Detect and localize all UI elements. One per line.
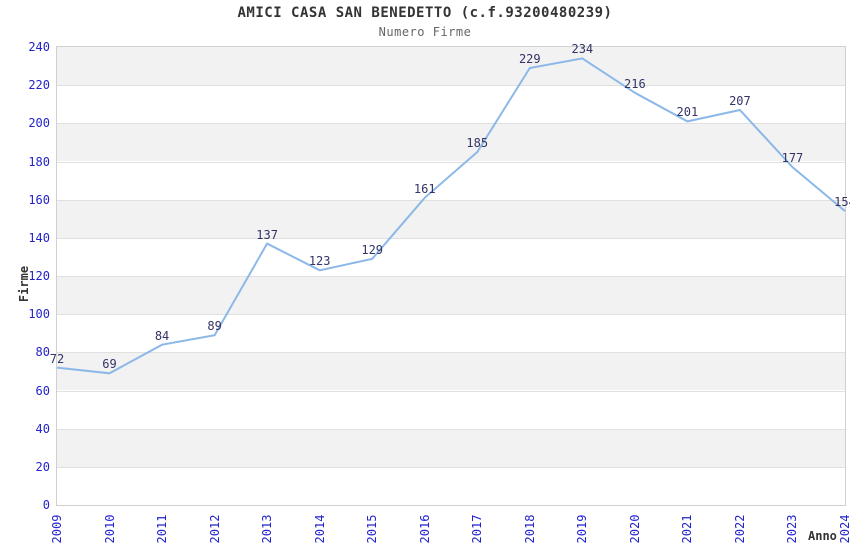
grid-band (57, 199, 845, 238)
x-tick-label: 2021 (680, 514, 695, 544)
x-tick-label: 2010 (102, 514, 117, 544)
gridline (57, 238, 845, 239)
y-tick-label: 200 (28, 116, 50, 131)
x-tick-label: 2015 (365, 514, 380, 544)
grid-band (57, 352, 845, 391)
data-label: 154 (834, 195, 850, 210)
y-tick-label: 40 (35, 421, 50, 436)
data-label: 137 (256, 227, 278, 242)
chart-title: AMICI CASA SAN BENEDETTO (c.f.9320048023… (237, 5, 613, 21)
gridline (57, 391, 845, 392)
x-axis-title: Anno (808, 529, 837, 543)
y-tick-label: 160 (28, 192, 50, 207)
x-tick-label: 2017 (470, 514, 485, 544)
data-label: 207 (729, 93, 751, 108)
y-tick-label: 140 (28, 230, 50, 245)
gridline (57, 85, 845, 86)
x-tick-label: 2022 (732, 514, 747, 544)
x-tick-label: 2013 (260, 514, 275, 544)
data-label: 177 (781, 151, 804, 166)
gridline (57, 467, 845, 468)
x-tick-label: 2014 (312, 514, 327, 544)
y-tick-label: 60 (35, 383, 50, 398)
x-tick-label: 2012 (207, 514, 222, 544)
gridline (57, 429, 845, 430)
y-tick-label: 80 (35, 345, 50, 360)
x-tick-label: 2016 (417, 514, 432, 544)
data-label: 216 (624, 76, 646, 91)
x-tick-label: 2018 (522, 514, 537, 544)
gridline (57, 276, 845, 277)
y-tick-label: 100 (28, 307, 50, 322)
gridline (57, 123, 845, 124)
data-label: 229 (518, 51, 541, 66)
gridline (57, 352, 845, 353)
y-tick-label: 220 (28, 78, 50, 93)
x-tick-label: 2011 (155, 514, 170, 544)
y-tick-label: 180 (28, 154, 50, 169)
data-label: 129 (361, 242, 384, 257)
data-label: 72 (49, 351, 65, 366)
grid-band (57, 47, 845, 86)
x-tick-label: 2024 (838, 514, 850, 544)
grid-band (57, 123, 845, 162)
gridline (57, 314, 845, 315)
series-line-path (56, 57, 846, 375)
data-label: 84 (154, 328, 170, 343)
y-tick-label: 120 (28, 269, 50, 283)
x-tick-label: 2009 (50, 514, 64, 544)
data-label: 234 (571, 42, 594, 57)
x-tick-label: 2023 (785, 514, 800, 544)
data-label: 69 (102, 357, 117, 372)
data-label: 161 (413, 181, 436, 196)
grid-band (57, 276, 845, 315)
x-tick-label: 2020 (627, 514, 642, 544)
x-tick-label: 2019 (575, 514, 590, 544)
grid-band (57, 428, 845, 467)
data-label: 123 (308, 254, 331, 269)
gridline (57, 162, 845, 163)
gridline (57, 200, 845, 201)
y-tick-label: 0 (42, 498, 50, 512)
data-label: 185 (466, 135, 489, 150)
y-tick-label: 240 (28, 40, 50, 54)
data-label: 89 (207, 319, 222, 334)
chart-subtitle: Numero Firme (378, 25, 472, 39)
y-tick-label: 20 (35, 459, 50, 474)
plot-area: 72 69 84 89 137 123 129 161 185 229 234 216 201 207 17… (28, 40, 850, 543)
series-line (56, 57, 846, 375)
data-label: 201 (676, 105, 699, 120)
